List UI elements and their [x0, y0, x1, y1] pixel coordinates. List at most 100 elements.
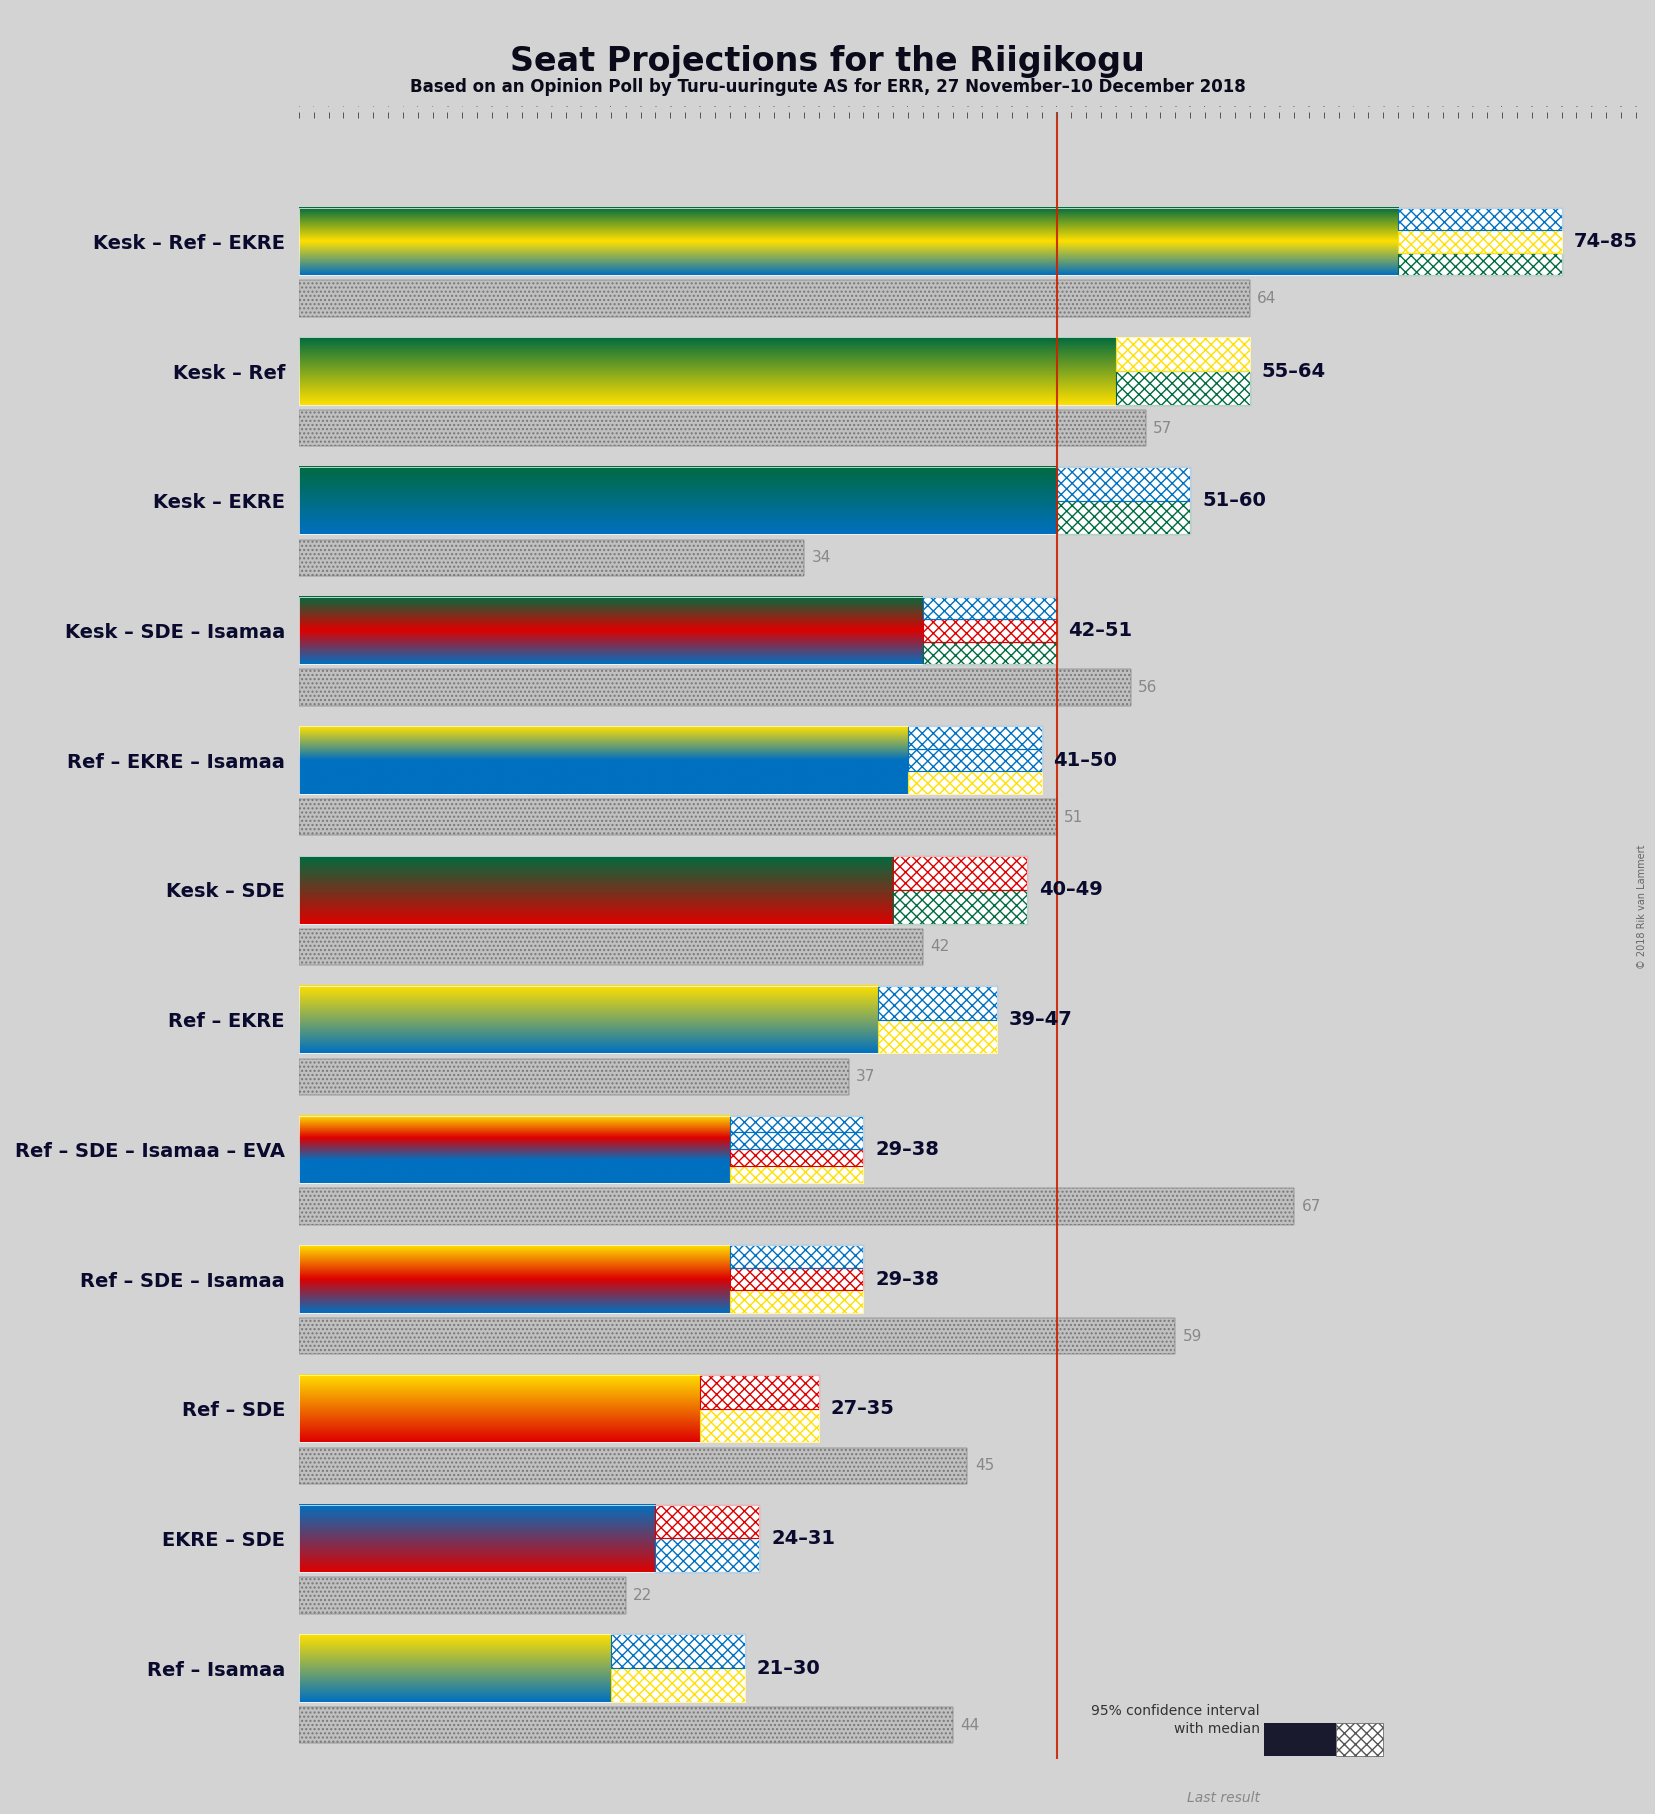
Bar — [909, 771, 1041, 795]
Text: 51–60: 51–60 — [1202, 492, 1266, 510]
Bar — [1398, 230, 1562, 252]
Bar — [300, 410, 1145, 446]
Bar — [300, 800, 1056, 836]
Bar — [1115, 337, 1250, 372]
Bar — [300, 1448, 968, 1484]
Bar — [730, 1166, 864, 1183]
Bar — [300, 1506, 760, 1573]
Bar — [700, 1409, 819, 1442]
Text: 42: 42 — [930, 940, 950, 954]
Bar — [879, 1019, 996, 1054]
Bar — [1264, 1787, 1384, 1810]
Bar — [300, 410, 1145, 446]
Bar — [923, 619, 1056, 642]
Bar — [730, 1290, 864, 1313]
Bar — [894, 891, 1026, 923]
Bar — [300, 856, 1026, 923]
Bar — [300, 1319, 1175, 1355]
Bar — [300, 539, 804, 577]
Bar — [300, 1707, 953, 1743]
Bar — [1115, 372, 1250, 405]
Bar — [611, 1669, 745, 1702]
Bar — [300, 279, 1250, 316]
Bar — [730, 1116, 864, 1132]
Bar — [700, 1375, 819, 1409]
Text: 34: 34 — [811, 550, 831, 566]
Bar — [700, 1375, 819, 1409]
Text: 59: 59 — [1183, 1328, 1202, 1344]
Bar — [730, 1150, 864, 1166]
Bar — [300, 1578, 626, 1614]
Text: 57: 57 — [1154, 421, 1172, 435]
Text: 45: 45 — [975, 1458, 995, 1473]
Text: © 2018 Rik van Lammert: © 2018 Rik van Lammert — [1637, 845, 1647, 969]
Bar — [1398, 207, 1562, 230]
Text: 22: 22 — [634, 1587, 652, 1604]
Bar — [909, 726, 1041, 749]
Bar — [300, 1634, 745, 1702]
Bar — [894, 891, 1026, 923]
Bar — [300, 1116, 864, 1183]
Text: 44: 44 — [960, 1718, 980, 1732]
Bar — [655, 1506, 760, 1538]
Text: 37: 37 — [856, 1068, 875, 1085]
Text: 56: 56 — [1139, 680, 1157, 695]
Text: 67: 67 — [1301, 1199, 1321, 1214]
Bar — [300, 726, 1041, 795]
Bar — [300, 279, 1250, 316]
Bar — [730, 1166, 864, 1183]
Bar — [1264, 1723, 1336, 1756]
Bar — [300, 1059, 849, 1096]
Bar — [730, 1132, 864, 1150]
Text: Last result: Last result — [1187, 1790, 1259, 1805]
Bar — [909, 749, 1041, 771]
Text: 29–38: 29–38 — [875, 1270, 938, 1288]
Bar — [300, 800, 1056, 836]
Bar — [300, 597, 1056, 664]
Bar — [730, 1132, 864, 1150]
Bar — [909, 749, 1041, 771]
Text: 40–49: 40–49 — [1039, 880, 1102, 900]
Bar — [300, 466, 1190, 535]
Text: 42–51: 42–51 — [1069, 620, 1132, 640]
Bar — [300, 1246, 864, 1313]
Bar — [1056, 501, 1190, 535]
Bar — [1056, 501, 1190, 535]
Bar — [300, 669, 1130, 706]
Bar — [655, 1538, 760, 1573]
Bar — [923, 597, 1056, 619]
Bar — [300, 1059, 849, 1096]
Bar — [923, 597, 1056, 619]
Bar — [894, 856, 1026, 891]
Bar — [611, 1634, 745, 1669]
Text: 21–30: 21–30 — [756, 1658, 821, 1678]
Bar — [923, 642, 1056, 664]
Text: 41–50: 41–50 — [1054, 751, 1117, 769]
Text: 74–85: 74–85 — [1574, 232, 1637, 250]
Bar — [300, 929, 923, 965]
Bar — [300, 669, 1130, 706]
Bar — [1398, 252, 1562, 276]
Bar — [611, 1669, 745, 1702]
Bar — [879, 985, 996, 1019]
Bar — [879, 985, 996, 1019]
Bar — [655, 1506, 760, 1538]
Text: 64: 64 — [1258, 290, 1276, 307]
Bar — [300, 1375, 819, 1442]
Bar — [730, 1290, 864, 1313]
Bar — [1398, 252, 1562, 276]
Text: 51: 51 — [1064, 809, 1082, 825]
Bar — [1398, 230, 1562, 252]
Bar — [1398, 207, 1562, 230]
Text: Seat Projections for the Riigikogu: Seat Projections for the Riigikogu — [510, 45, 1145, 78]
Bar — [300, 1707, 953, 1743]
Text: 29–38: 29–38 — [875, 1139, 938, 1159]
Text: 55–64: 55–64 — [1261, 361, 1326, 381]
Bar — [1056, 466, 1190, 501]
Bar — [1115, 372, 1250, 405]
Text: 24–31: 24–31 — [771, 1529, 836, 1547]
Bar — [300, 1578, 626, 1614]
Bar — [1115, 337, 1250, 372]
Text: 27–35: 27–35 — [831, 1399, 895, 1419]
Bar — [700, 1409, 819, 1442]
